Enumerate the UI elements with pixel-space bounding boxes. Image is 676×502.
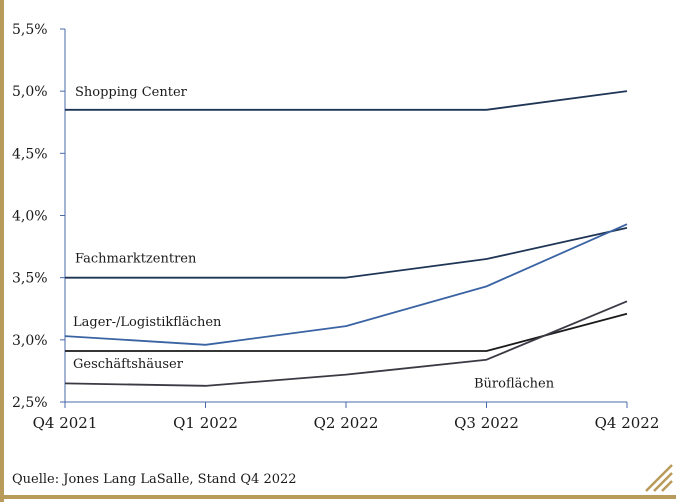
line-chart: 2,5% 3,0% 3,5% 4,0% 4,5% 5,0% 5,5% Q4 2021 Q1 20… bbox=[12, 22, 659, 432]
series-line-fachmarktzentren bbox=[65, 227, 628, 279]
series-label: Büroflächen bbox=[474, 377, 555, 392]
series-labels: Shopping Center Fachmarktzentren Lager-/Lo… bbox=[73, 85, 555, 392]
y-tick-label: 5,0% bbox=[12, 84, 48, 100]
y-tick-label: 5,5% bbox=[12, 22, 48, 38]
series-label: Lager-/Logistikflächen bbox=[73, 315, 222, 330]
frame-left-border bbox=[0, 0, 4, 502]
series-line-lager-logistikflächen bbox=[64, 223, 628, 346]
y-tick-label: 4,0% bbox=[12, 209, 48, 225]
axes: 2,5% 3,0% 3,5% 4,0% 4,5% 5,0% 5,5% Q4 2021 Q1 20… bbox=[12, 22, 659, 432]
x-tick-label: Q1 2022 bbox=[173, 414, 238, 432]
series-label: Fachmarktzentren bbox=[75, 252, 197, 267]
frame-bottom-border bbox=[0, 495, 676, 499]
y-tick-label: 3,0% bbox=[12, 333, 48, 349]
series-line-shopping-center bbox=[65, 90, 628, 111]
x-tick-label: Q3 2022 bbox=[454, 414, 519, 432]
x-tick-label: Q4 2022 bbox=[595, 414, 660, 432]
series-line-geschäftshäuser bbox=[65, 312, 628, 352]
x-tick-label: Q2 2022 bbox=[314, 414, 379, 432]
series-label: Shopping Center bbox=[75, 85, 188, 100]
source-note: Quelle: Jones Lang LaSalle, Stand Q4 202… bbox=[12, 472, 297, 487]
x-tick-label: Q4 2021 bbox=[33, 414, 98, 432]
y-tick-label: 3,5% bbox=[12, 271, 48, 287]
series-lines bbox=[64, 90, 628, 387]
y-tick-label: 4,5% bbox=[12, 146, 48, 162]
y-tick-label: 2,5% bbox=[12, 395, 48, 411]
brand-hatch-icon bbox=[645, 464, 673, 492]
series-line-büroflächen bbox=[64, 300, 628, 387]
series-label: Geschäftshäuser bbox=[73, 357, 184, 372]
